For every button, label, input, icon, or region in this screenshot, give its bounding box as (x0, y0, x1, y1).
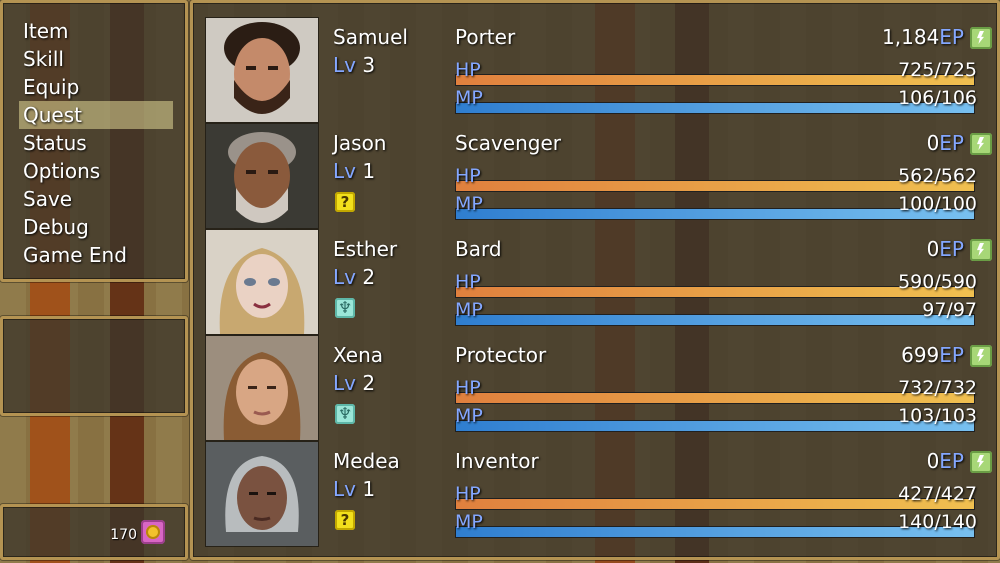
actor-class: Porter (455, 25, 516, 49)
actor-level: Lv 2 (333, 265, 376, 289)
hp-gauge: HP 427/427 (455, 483, 977, 511)
actor-class: Scavenger (455, 131, 561, 155)
coin-icon (141, 520, 165, 544)
gold-amount: 170 (110, 527, 137, 543)
mp-gauge: MP 97/97 (455, 299, 977, 327)
actor-class: Inventor (455, 449, 539, 473)
spirit-icon: ♆ (335, 298, 355, 318)
actor-row[interactable]: Xena Lv 2 ♆ Protector 699EP HP 732/732 MP… (205, 335, 1000, 441)
status-window: Samuel Lv 3 Porter 1,184EP HP 725/725 MP 1… (190, 0, 1000, 560)
actor-name: Samuel (333, 25, 408, 49)
actor-level: Lv 1 (333, 159, 376, 183)
actor-portrait (205, 123, 319, 229)
hp-gauge: HP 590/590 (455, 271, 977, 299)
actor-class: Protector (455, 343, 547, 367)
actor-portrait (205, 335, 319, 441)
actor-row[interactable]: Medea Lv 1 ? Inventor 0EP HP 427/427 MP 14… (205, 441, 1000, 547)
actor-name: Medea (333, 449, 400, 473)
command-item[interactable]: Skill (23, 47, 64, 71)
actor-ep: 1,184EP (882, 25, 964, 49)
actor-ep: 699EP (901, 343, 964, 367)
actor-level: Lv 2 (333, 371, 376, 395)
actor-ep: 0EP (926, 131, 964, 155)
hp-gauge: HP 732/732 (455, 377, 977, 405)
hp-gauge: HP 725/725 (455, 59, 977, 87)
actor-name: Esther (333, 237, 398, 261)
actor-level: Lv 1 (333, 477, 376, 501)
actor-name: Jason (333, 131, 387, 155)
actor-portrait (205, 441, 319, 547)
command-item[interactable]: Status (23, 131, 87, 155)
command-item[interactable]: Options (23, 159, 101, 183)
question-mark-icon: ? (335, 192, 355, 212)
mp-gauge: MP 140/140 (455, 511, 977, 539)
command-item[interactable]: Debug (23, 215, 89, 239)
lightning-icon (970, 133, 992, 155)
actor-row[interactable]: Esther Lv 2 ♆ Bard 0EP HP 590/590 MP 97/97 (205, 229, 1000, 335)
command-item[interactable]: Game End (23, 243, 127, 267)
actor-name: Xena (333, 343, 384, 367)
gold-window: 170 (0, 504, 188, 560)
lightning-icon (970, 451, 992, 473)
actor-ep: 0EP (926, 449, 964, 473)
command-item[interactable]: Item (23, 19, 69, 43)
actor-portrait (205, 17, 319, 123)
actor-class: Bard (455, 237, 502, 261)
actor-row[interactable]: Samuel Lv 3 Porter 1,184EP HP 725/725 MP 1… (205, 17, 1000, 123)
mp-gauge: MP 100/100 (455, 193, 977, 221)
mp-gauge: MP 106/106 (455, 87, 977, 115)
lightning-icon (970, 27, 992, 49)
actor-portrait (205, 229, 319, 335)
command-item[interactable]: Save (23, 187, 73, 211)
lightning-icon (970, 345, 992, 367)
mp-gauge: MP 103/103 (455, 405, 977, 433)
command-item-selected[interactable]: Quest (19, 101, 173, 129)
lightning-icon (970, 239, 992, 261)
command-item[interactable]: Equip (23, 75, 80, 99)
side-window-empty (0, 316, 188, 416)
command-window: Item Skill Equip Quest Status Options Sa… (0, 0, 188, 282)
spirit-icon: ♆ (335, 404, 355, 424)
actor-level: Lv 3 (333, 53, 376, 77)
actor-ep: 0EP (926, 237, 964, 261)
hp-gauge: HP 562/562 (455, 165, 977, 193)
actor-row[interactable]: Jason Lv 1 ? Scavenger 0EP HP 562/562 MP 1… (205, 123, 1000, 229)
question-mark-icon: ? (335, 510, 355, 530)
